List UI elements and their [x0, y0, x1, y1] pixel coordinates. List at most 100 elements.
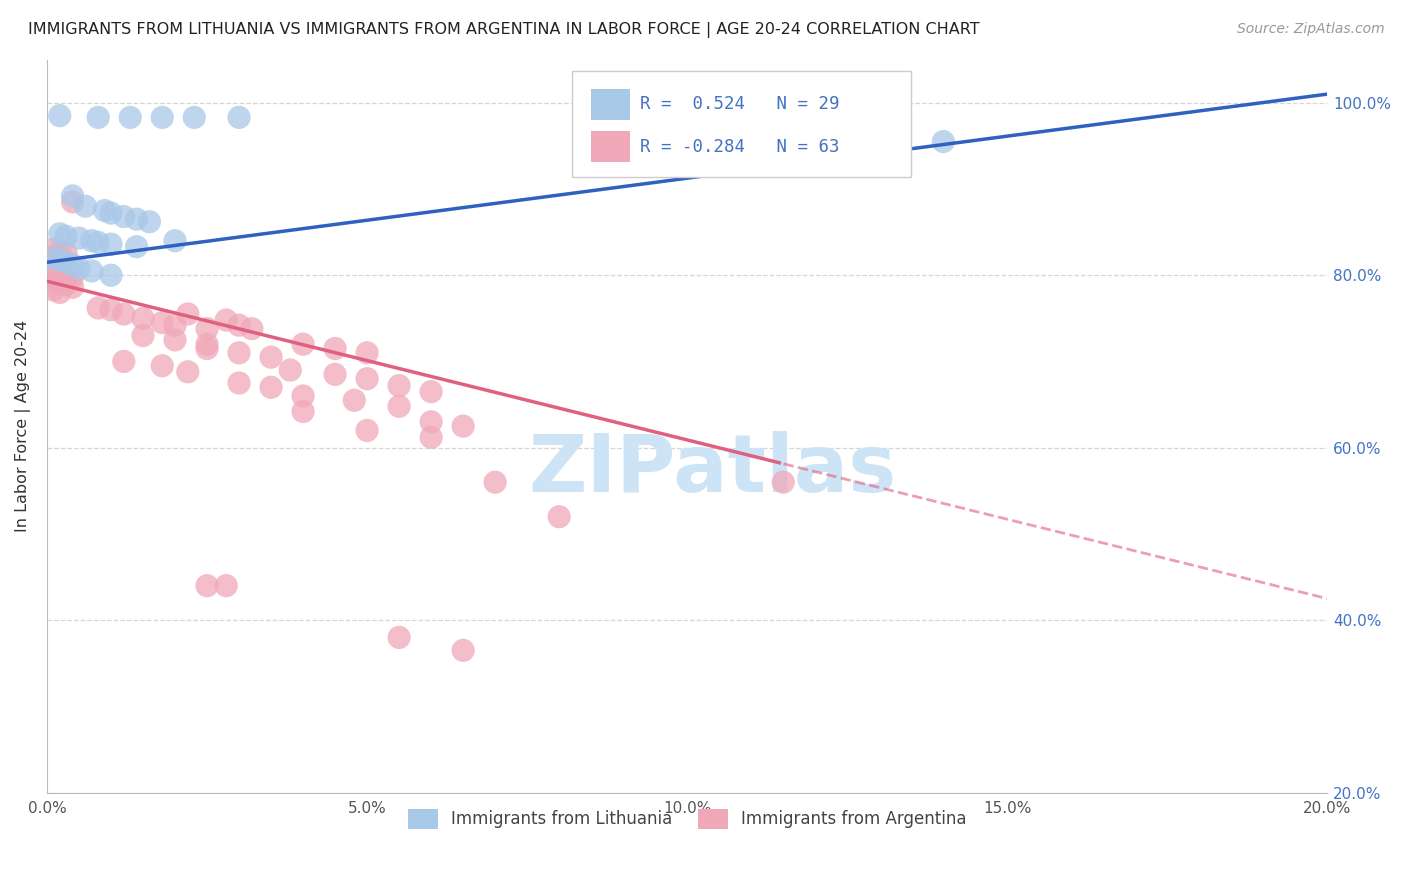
Point [420, 415, 443, 429]
Point [62, 189, 84, 203]
Point [75, 199, 97, 213]
Point [228, 111, 250, 125]
Point [451, 643, 474, 657]
Point [150, 316, 173, 330]
Point [278, 363, 301, 377]
Text: Source: ZipAtlas.com: Source: ZipAtlas.com [1237, 22, 1385, 37]
Point [55, 246, 77, 260]
Point [42, 243, 65, 257]
Point [55, 229, 77, 244]
Point [125, 212, 148, 227]
FancyBboxPatch shape [572, 70, 911, 177]
Point [62, 280, 84, 294]
Point [388, 378, 411, 392]
Point [55, 258, 77, 272]
Text: ZIPatlas: ZIPatlas [529, 431, 897, 509]
Point [100, 302, 122, 317]
Point [42, 261, 65, 276]
Point [87, 301, 110, 315]
Point [163, 318, 186, 333]
Point [356, 372, 378, 386]
Point [132, 328, 155, 343]
Point [49, 264, 72, 278]
Point [388, 631, 411, 645]
Bar [591, 89, 630, 120]
Point [80, 234, 103, 248]
Point [356, 346, 378, 360]
Point [62, 269, 84, 284]
Point [215, 579, 238, 593]
Point [292, 389, 315, 403]
Point [163, 234, 186, 248]
Point [42, 283, 65, 297]
Point [112, 210, 135, 224]
Point [49, 227, 72, 241]
Point [49, 255, 72, 269]
Point [195, 342, 218, 356]
Point [42, 251, 65, 265]
Point [177, 307, 200, 321]
Point [183, 111, 205, 125]
Point [260, 350, 283, 364]
Point [323, 368, 346, 382]
Text: IMMIGRANTS FROM LITHUANIA VS IMMIGRANTS FROM ARGENTINA IN LABOR FORCE | AGE 20-2: IMMIGRANTS FROM LITHUANIA VS IMMIGRANTS … [28, 22, 980, 38]
Point [55, 268, 77, 283]
Point [420, 430, 443, 444]
Point [93, 203, 115, 218]
Legend: Immigrants from Lithuania, Immigrants from Argentina: Immigrants from Lithuania, Immigrants fr… [401, 802, 973, 836]
Point [932, 135, 955, 149]
Point [772, 475, 794, 490]
Point [356, 424, 378, 438]
Point [49, 252, 72, 267]
Point [150, 359, 173, 373]
Point [49, 109, 72, 123]
Point [112, 354, 135, 368]
Point [120, 111, 142, 125]
Point [112, 307, 135, 321]
Point [177, 365, 200, 379]
Point [215, 313, 238, 327]
Point [420, 384, 443, 399]
Point [87, 235, 110, 250]
Point [451, 419, 474, 434]
Point [292, 337, 315, 351]
Y-axis label: In Labor Force | Age 20-24: In Labor Force | Age 20-24 [15, 320, 31, 533]
Point [67, 261, 90, 276]
Point [87, 111, 110, 125]
Point [100, 237, 122, 252]
Point [100, 206, 122, 220]
Point [163, 333, 186, 347]
Point [150, 111, 173, 125]
Point [323, 342, 346, 356]
Point [42, 272, 65, 286]
Point [388, 399, 411, 413]
Text: R = -0.284   N = 63: R = -0.284 N = 63 [640, 138, 839, 156]
Point [49, 244, 72, 258]
Point [62, 258, 84, 272]
Point [228, 376, 250, 390]
Point [228, 318, 250, 333]
Point [80, 264, 103, 278]
Point [125, 240, 148, 254]
Point [195, 337, 218, 351]
Point [240, 321, 263, 335]
Point [62, 194, 84, 209]
Point [484, 475, 506, 490]
Point [42, 251, 65, 265]
Point [343, 393, 366, 408]
Point [138, 215, 160, 229]
Point [67, 231, 90, 245]
Point [195, 579, 218, 593]
Point [548, 509, 571, 524]
Point [49, 275, 72, 289]
Text: R =  0.524   N = 29: R = 0.524 N = 29 [640, 95, 839, 113]
Point [100, 268, 122, 283]
Bar [591, 131, 630, 162]
Point [195, 321, 218, 335]
Point [55, 255, 77, 269]
Point [292, 404, 315, 418]
Point [49, 285, 72, 300]
Point [132, 311, 155, 326]
Point [228, 346, 250, 360]
Point [55, 277, 77, 292]
